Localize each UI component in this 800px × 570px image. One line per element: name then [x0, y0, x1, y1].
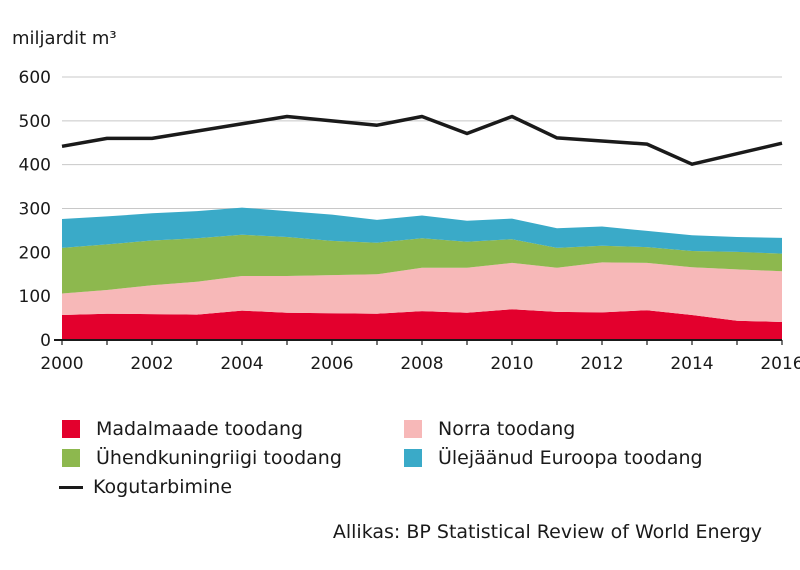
- y-tick-label: 500: [19, 112, 51, 132]
- legend: Madalmaade toodang Norra toodang Ühendku…: [59, 418, 782, 502]
- y-tick-label: 100: [19, 287, 51, 307]
- legend-item-kogutarbimine: Kogutarbimine: [59, 476, 232, 498]
- legend-label-madalmaade: Madalmaade toodang: [96, 418, 304, 440]
- y-tick-label: 300: [19, 200, 51, 220]
- x-tick-label: 2000: [40, 354, 83, 374]
- chart: 0 100 200 300 400 500 600 2000 2002 2004 2006 2008 2…: [12, 28, 800, 374]
- unit-label: miljardit m³: [12, 28, 117, 49]
- legend-swatch-norra: [404, 420, 422, 438]
- x-tick-label: 2014: [670, 354, 713, 374]
- legend-swatch-uhendkuningriigi: [62, 449, 80, 467]
- legend-label-kogutarbimine: Kogutarbimine: [93, 476, 233, 498]
- x-tick-label: 2008: [400, 354, 443, 374]
- x-tick-label: 2016: [760, 354, 800, 374]
- legend-item-ulejaanud: Ülejäänud Euroopa toodang: [404, 447, 703, 469]
- legend-label-ulejaanud: Ülejäänud Euroopa toodang: [438, 447, 703, 469]
- legend-item-uhendkuningriigi: Ühendkuningriigi toodang: [62, 447, 342, 469]
- consumption-line: [61, 114, 783, 166]
- legend-swatch-madalmaade: [62, 420, 80, 438]
- area-series-3: [62, 207, 782, 254]
- consumption-line-layer: [61, 114, 783, 166]
- x-tick-label: 2010: [490, 354, 533, 374]
- legend-label-uhendkuningriigi: Ühendkuningriigi toodang: [96, 447, 342, 469]
- y-tick-label: 600: [19, 68, 51, 88]
- x-tick-label: 2004: [220, 354, 263, 374]
- source-note: Allikas: BP Statistical Review of World …: [332, 521, 762, 543]
- x-tick-label: 2012: [580, 354, 623, 374]
- area-series-1: [62, 262, 782, 322]
- y-tick-label: 400: [19, 156, 51, 176]
- x-tick-label: 2002: [130, 354, 173, 374]
- area-series-0: [62, 309, 782, 340]
- axes: 0 100 200 300 400 500 600 2000 2002 2004 2006 2008 2…: [19, 68, 800, 374]
- legend-line-swatch-kogutarbimine: [59, 485, 83, 489]
- legend-item-madalmaade: Madalmaade toodang: [62, 418, 303, 440]
- stacked-areas: [62, 207, 782, 340]
- x-tick-label: 2006: [310, 354, 353, 374]
- y-tick-label: 200: [19, 243, 51, 263]
- y-tick-label: 0: [40, 331, 51, 351]
- legend-swatch-ulejaanud: [404, 449, 422, 467]
- area-series-2: [62, 234, 782, 294]
- legend-item-norra: Norra toodang: [404, 418, 575, 440]
- legend-label-norra: Norra toodang: [438, 418, 576, 440]
